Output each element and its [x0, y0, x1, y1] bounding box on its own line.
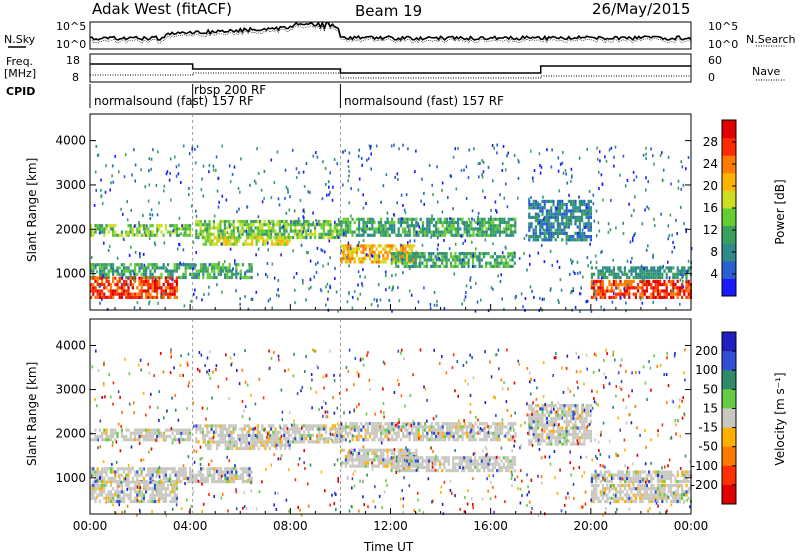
xtick-label-3: 12:00 — [373, 519, 408, 533]
nave-label: Nave — [752, 65, 781, 78]
power-colorbar-tick-label-4: 20 — [703, 179, 718, 193]
noise-right-tick-top: 10^5 — [708, 20, 739, 33]
xtick-label-1: 04:00 — [173, 519, 208, 533]
nave-tick-top: 60 — [708, 54, 722, 67]
power-colorbar-swatch-0 — [722, 278, 736, 297]
xtick-label-5: 20:00 — [574, 519, 609, 533]
velocity-colorbar-tick-label-6: -100 — [691, 459, 718, 473]
power-colorbar-tick-label-6: 28 — [703, 135, 718, 149]
frequency-trace — [90, 63, 691, 74]
xtick-label-2: 08:00 — [273, 519, 308, 533]
velocity-ytick-label-1: 2000 — [55, 427, 86, 441]
noise-right-tick-bottom: 10^0 — [708, 38, 739, 51]
freq-tick-top: 18 — [66, 54, 80, 67]
cpid-label: CPID — [6, 85, 36, 98]
velocity-ytick-label-0: 1000 — [55, 471, 86, 485]
velocity-colorbar-tick-label-4: -15 — [698, 421, 718, 435]
velocity-colorbar-swatch-6 — [722, 446, 736, 467]
power-colorbar-tick-label-5: 24 — [703, 157, 718, 171]
xtick-label-0: 00:00 — [73, 519, 108, 533]
noise-left-tick-bottom: 10^0 — [56, 38, 87, 51]
nsearch-trace — [89, 24, 692, 44]
date-label: 26/May/2015 — [592, 0, 691, 18]
power-colorbar-swatch-4 — [722, 208, 736, 227]
velocity-colorbar-swatch-3 — [722, 389, 736, 409]
power-panel-data-cells — [90, 143, 693, 313]
beam-label: Beam 19 — [355, 2, 423, 20]
velocity-colorbar-tick-label-2: 50 — [703, 382, 718, 396]
velocity-colorbar-swatch-8 — [722, 484, 736, 505]
velocity-colorbar-swatch-2 — [722, 370, 736, 390]
velocity-colorbar-tick-label-0: 200 — [695, 344, 718, 358]
velocity-ytick-label-3: 4000 — [55, 338, 86, 352]
xtick-label-6: 00:00 — [674, 519, 709, 533]
power-colorbar-tick-label-3: 16 — [703, 201, 718, 215]
power-colorbar-swatch-7 — [722, 155, 736, 174]
freq-tick-bottom: 8 — [72, 71, 79, 84]
velocity-colorbar-frame — [721, 331, 737, 505]
velocity-colorbar-swatch-4 — [722, 408, 736, 429]
power-colorbar-swatch-6 — [722, 172, 736, 191]
noise-left-tick-top: 10^5 — [56, 20, 87, 33]
freq-strip-frame — [89, 53, 692, 83]
nave-trace — [90, 72, 691, 79]
nsearch-label: N.Search — [746, 33, 796, 46]
power-colorbar-swatch-9 — [722, 120, 736, 139]
cpid-segment-label-1: normalsound (fast) 157 RF — [94, 94, 254, 108]
velocity-colorbar-swatch-5 — [722, 427, 736, 448]
station-title: Adak West (fitACF) — [92, 0, 232, 18]
power-ytick-label-3: 4000 — [55, 134, 86, 148]
cpid-segment-label-2: rbsp 200 RF — [194, 83, 267, 97]
power-colorbar-swatch-5 — [722, 190, 736, 209]
power-colorbar-swatch-8 — [722, 137, 736, 156]
power-ytick-label-2: 3000 — [55, 178, 86, 192]
noise-strip-frame — [89, 21, 692, 50]
power-colorbar-swatch-1 — [722, 260, 736, 279]
power-colorbar-tick-label-1: 8 — [710, 245, 718, 259]
velocity-colorbar-tick-label-5: -50 — [698, 440, 718, 454]
velocity-colorbar-swatch-0 — [722, 332, 736, 352]
power-ytick-label-0: 1000 — [55, 267, 86, 281]
velocity-colorbar-tick-label-7: -200 — [691, 478, 718, 492]
velocity-ytick-label-2: 3000 — [55, 383, 86, 397]
power-colorbar-tick-label-0: 4 — [710, 267, 718, 281]
cpid-segment-label-3: normalsound (fast) 157 RF — [344, 94, 504, 108]
xtick-label-4: 16:00 — [473, 519, 508, 533]
velocity-panel-frame — [89, 318, 692, 515]
velocity-colorbar-tick-label-3: 15 — [703, 401, 718, 415]
power-colorbar-tick-label-2: 12 — [703, 223, 718, 237]
nsky-trace — [89, 20, 692, 42]
freq-label-line2: [MHz] — [4, 67, 37, 80]
power-colorbar-swatch-3 — [722, 225, 736, 244]
nave-tick-bottom: 0 — [708, 71, 715, 84]
velocity-panel-data-cells — [90, 348, 692, 517]
x-axis-title: Time UT — [364, 540, 414, 554]
velocity-colorbar-swatch-1 — [722, 351, 736, 371]
velocity-colorbar-tick-label-1: 100 — [695, 363, 718, 377]
nsky-label: N.Sky — [4, 33, 36, 46]
freq-label-line1: Freq. — [6, 55, 34, 68]
power-ytick-label-1: 2000 — [55, 222, 86, 236]
power-colorbar-swatch-2 — [722, 243, 736, 262]
velocity-colorbar-swatch-7 — [722, 465, 736, 486]
